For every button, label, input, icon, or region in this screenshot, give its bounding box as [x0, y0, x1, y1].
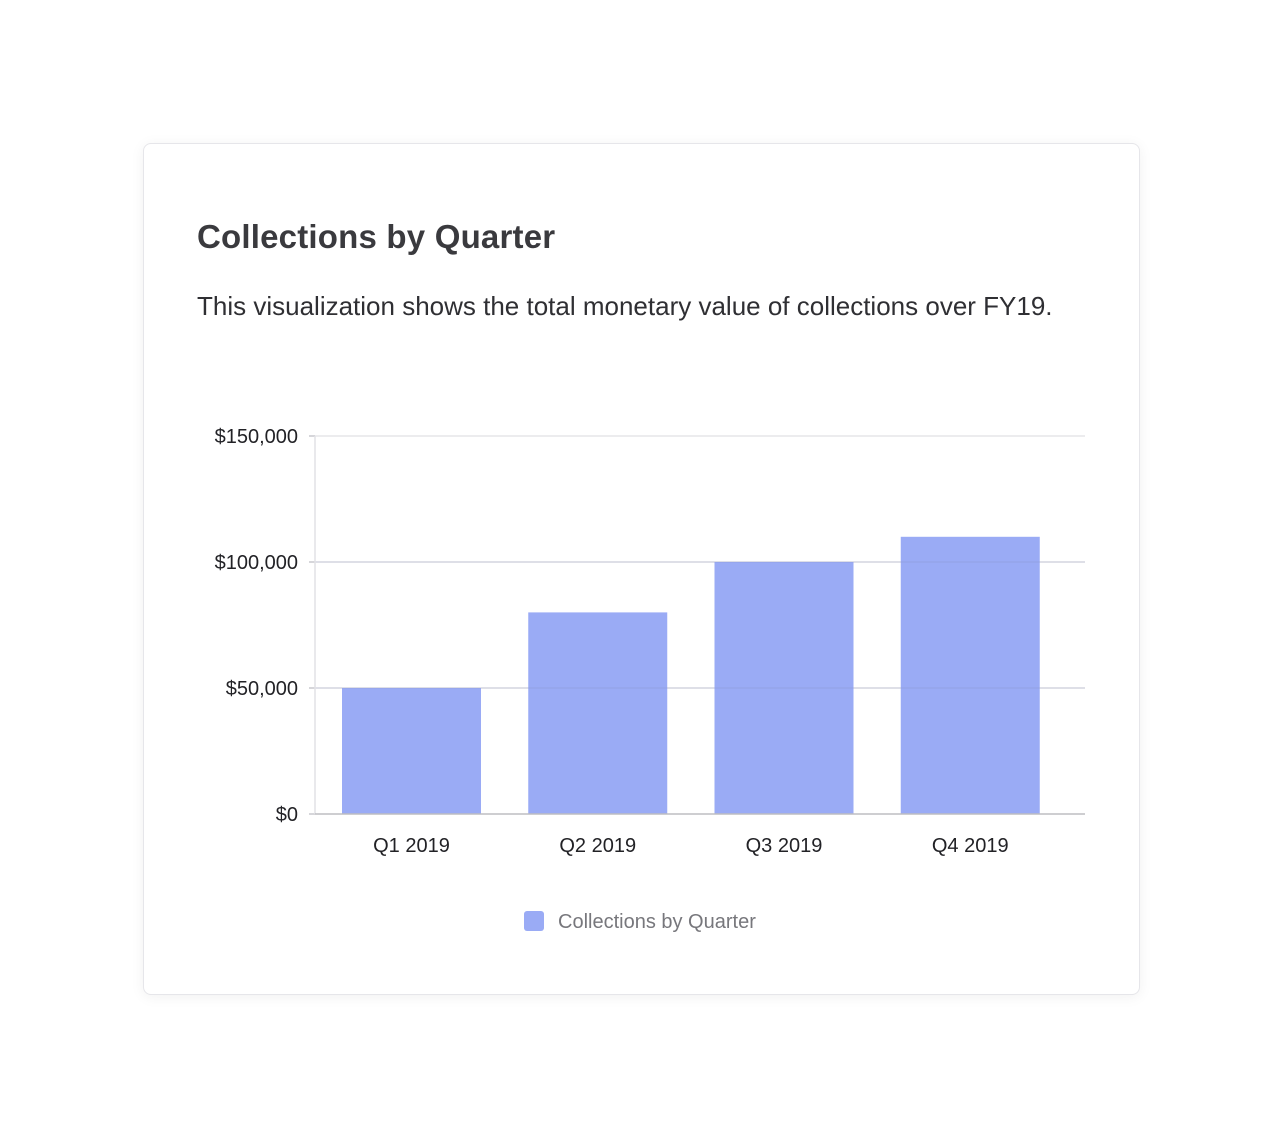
legend-label: Collections by Quarter [558, 911, 756, 933]
bar-chart: $0 $50,000 $100,000 $150,000 Q1 2019 Q2 2019… [215, 426, 1085, 933]
y-axis-ticks: $0 $50,000 $100,000 $150,000 [215, 426, 298, 826]
bar-q4-2019[interactable] [900, 536, 1040, 814]
bars [315, 536, 1085, 814]
x-tick-label: Q1 2019 [373, 835, 450, 857]
legend[interactable]: Collections by Quarter [524, 911, 756, 933]
bar-q1-2019[interactable] [342, 688, 481, 814]
y-tick-label: $50,000 [226, 678, 298, 700]
card-description: This visualization shows the total monet… [197, 291, 1053, 321]
axes [309, 435, 1085, 815]
legend-swatch [524, 911, 544, 931]
x-tick-label: Q2 2019 [559, 835, 636, 857]
chart-card: Collections by Quarter This visualizatio… [143, 143, 1140, 995]
x-axis-ticks: Q1 2019 Q2 2019 Q3 2019 Q4 2019 [373, 835, 1008, 857]
y-tick-label: $150,000 [215, 426, 298, 448]
card-title: Collections by Quarter [197, 218, 556, 255]
bar-q3-2019[interactable] [714, 562, 854, 814]
y-tick-label: $100,000 [215, 552, 298, 574]
y-tick-label: $0 [276, 804, 298, 826]
bar-q2-2019[interactable] [528, 612, 668, 814]
x-tick-label: Q3 2019 [746, 835, 823, 857]
x-tick-label: Q4 2019 [932, 835, 1009, 857]
